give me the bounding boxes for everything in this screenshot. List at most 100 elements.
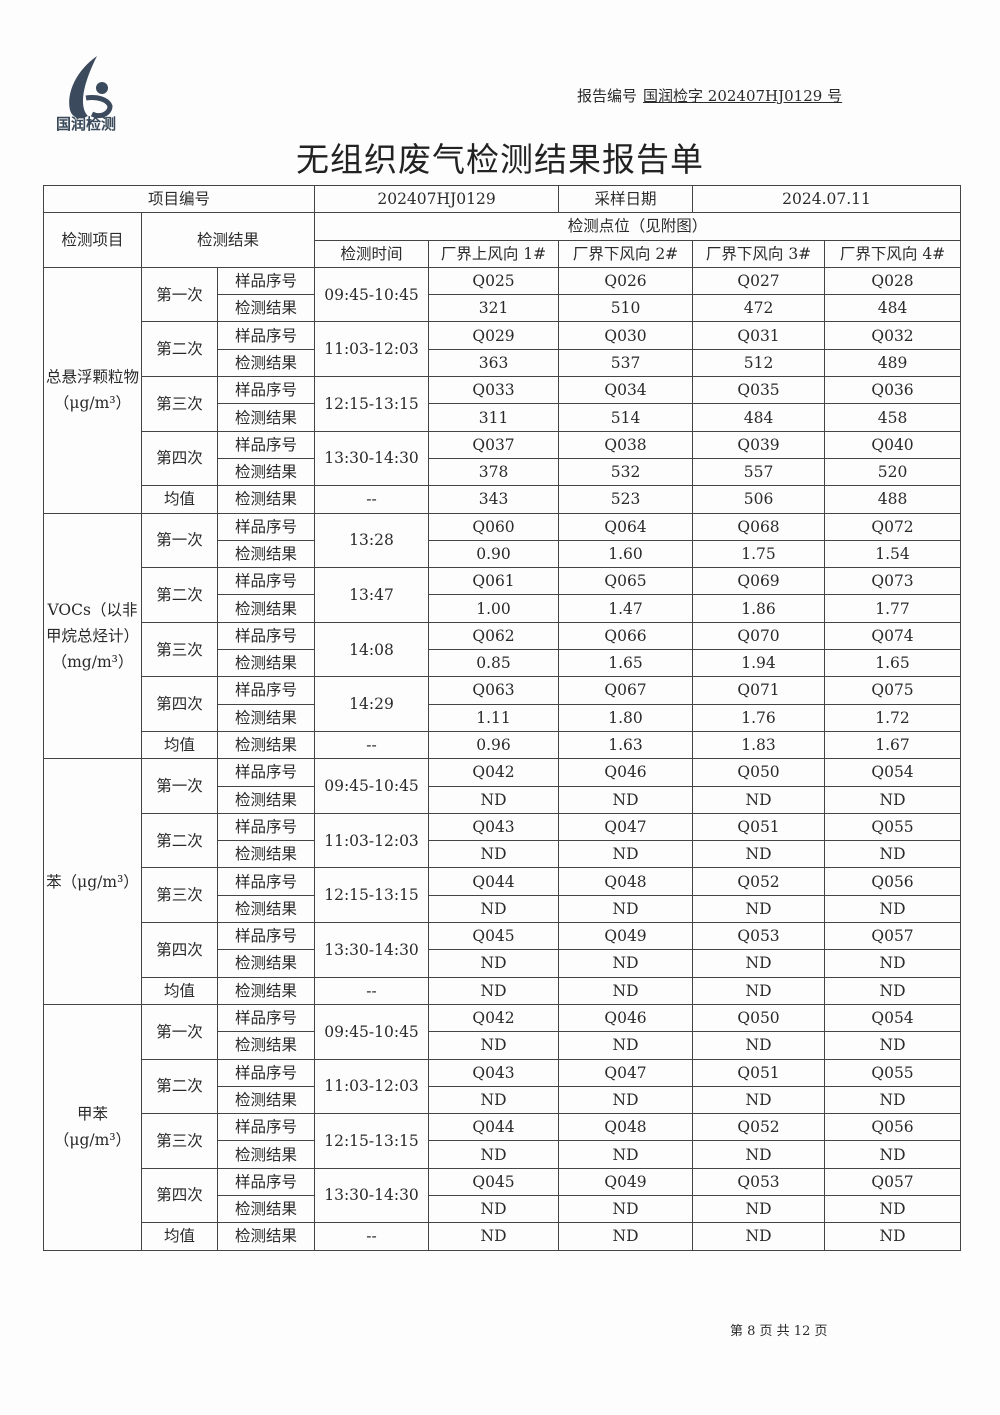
round-label: 第四次	[141, 676, 218, 732]
sample-no-label: 样品序号	[216, 266, 316, 296]
result-row: 检测结果 1.11 1.80 1.76 1.72	[44, 703, 962, 732]
sample-id: Q040	[824, 430, 962, 459]
result-value: 1.76	[692, 703, 826, 732]
sample-id: Q047	[558, 812, 694, 842]
result-value: ND	[558, 1194, 694, 1224]
result-value: ND	[692, 840, 826, 869]
result-value: 1.00	[428, 594, 560, 623]
result-value: ND	[428, 1194, 560, 1224]
result-value: ND	[558, 894, 694, 924]
average-value: ND	[428, 976, 560, 1005]
result-label: 检测结果	[216, 294, 316, 323]
sample-id: Q074	[824, 621, 962, 651]
site-header: 厂界下风向 2#	[558, 239, 694, 268]
result-value: 510	[558, 294, 694, 323]
round-label: 第一次	[141, 512, 218, 569]
result-label: 检测结果	[216, 730, 316, 760]
sampling-time: 12:15-13:15	[314, 1113, 430, 1169]
sampling-time: 14:29	[314, 676, 430, 732]
average-value: ND	[692, 976, 826, 1005]
sample-id: Q065	[558, 567, 694, 596]
item-name: 甲苯（μg/m³）	[43, 1003, 142, 1251]
result-row: 检测结果 0.85 1.65 1.94 1.65	[44, 649, 962, 678]
sample-id: Q026	[558, 266, 694, 296]
average-row: 均值 检测结果 -- ND ND ND ND	[44, 976, 962, 1005]
round-label: 第四次	[141, 922, 218, 978]
sample-id: Q048	[558, 867, 694, 896]
sampling-time: 13:28	[314, 512, 430, 569]
result-value: 537	[558, 348, 694, 378]
report-number: 报告编号 国润检字 202407HJ0129 号	[577, 85, 842, 106]
sampling-time: 09:45-10:45	[314, 266, 430, 323]
report-number-value: 国润检字 202407HJ0129 号	[643, 87, 843, 105]
item-name: 苯（μg/m³）	[43, 758, 142, 1005]
sampling-time: 13:30-14:30	[314, 922, 430, 978]
sample-id: Q070	[692, 621, 826, 651]
sample-id: Q051	[692, 812, 826, 842]
logo-text: 国润检测	[56, 115, 117, 133]
sample-id: Q064	[558, 512, 694, 541]
average-value: 1.83	[692, 730, 826, 760]
sample-no-label: 样品序号	[216, 1167, 316, 1196]
sample-date-label: 采样日期	[558, 184, 694, 214]
result-value: ND	[824, 949, 962, 978]
sample-row: 总悬浮颗粒物（μg/m³） 第一次 样品序号 09:45-10:45 Q025 Q026 Q…	[43, 266, 962, 514]
item-name: VOCs（以非甲烷总烃计）（mg/m³）	[43, 512, 142, 760]
sample-id: Q027	[692, 266, 826, 296]
result-value: ND	[824, 894, 962, 924]
sampling-time: 13:30-14:30	[314, 1167, 430, 1224]
sample-row: 第二次 样品序号 11:03-12:03 Q029 Q030 Q031 Q032	[44, 321, 962, 378]
result-value: 378	[428, 457, 560, 487]
round-label: 第三次	[141, 376, 218, 432]
result-value: ND	[558, 1140, 694, 1169]
result-value: ND	[428, 1140, 560, 1169]
sample-id: Q037	[428, 430, 560, 459]
sampling-time: 13:30-14:30	[314, 430, 430, 487]
result-value: ND	[824, 1140, 962, 1169]
sample-id: Q066	[558, 621, 694, 651]
average-time: --	[314, 976, 430, 1005]
site-header: 厂界下风向 3#	[692, 239, 826, 268]
result-value: 311	[428, 403, 560, 432]
result-value: 1.47	[558, 594, 694, 623]
result-label: 检测结果	[216, 649, 316, 678]
result-value: ND	[824, 840, 962, 869]
result-label: 检测结果	[216, 348, 316, 378]
sample-row: 第四次 样品序号 13:30-14:30 Q045 Q049 Q053 Q057	[44, 922, 962, 978]
result-label: 检测结果	[216, 594, 316, 623]
time-header: 检测时间	[314, 239, 430, 268]
sample-no-label: 样品序号	[216, 376, 316, 405]
average-value: ND	[428, 1222, 560, 1251]
result-value: ND	[692, 1031, 826, 1060]
average-label: 均值	[141, 1222, 218, 1251]
result-row: 检测结果 ND ND ND ND	[44, 1085, 962, 1115]
sample-id: Q053	[692, 1167, 826, 1196]
sample-id: Q052	[692, 1113, 826, 1142]
sampling-time: 14:08	[314, 621, 430, 678]
round-label: 第二次	[141, 321, 218, 378]
average-value: ND	[824, 1222, 962, 1251]
sample-row: 苯（μg/m³） 第一次 样品序号 09:45-10:45 Q042 Q046 Q050 Q0…	[43, 758, 962, 1005]
sample-id: Q030	[558, 321, 694, 350]
result-value: 1.75	[692, 539, 826, 569]
result-value: 472	[692, 294, 826, 323]
results-table: 项目编号 202407HJ0129 采样日期 2024.07.11 检测项目 检…	[42, 184, 962, 1251]
sample-id: Q025	[428, 266, 560, 296]
sample-id: Q054	[824, 758, 962, 787]
sample-no-label: 样品序号	[216, 676, 316, 705]
result-value: ND	[428, 840, 560, 869]
result-value: 484	[692, 403, 826, 432]
sampling-time: 11:03-12:03	[314, 321, 430, 378]
sample-row: 第三次 样品序号 14:08 Q062 Q066 Q070 Q074	[44, 621, 962, 678]
result-value: ND	[558, 785, 694, 814]
result-value: 1.77	[824, 594, 962, 623]
average-value: 506	[692, 485, 826, 514]
sample-id: Q050	[692, 1003, 826, 1033]
sample-id: Q039	[692, 430, 826, 459]
sample-id: Q061	[428, 567, 560, 596]
result-value: 489	[824, 348, 962, 378]
result-label: 检测结果	[216, 785, 316, 814]
result-label: 检测结果	[216, 1194, 316, 1224]
result-value: 512	[692, 348, 826, 378]
page-number: 第 8 页 共 12 页	[730, 1324, 828, 1339]
